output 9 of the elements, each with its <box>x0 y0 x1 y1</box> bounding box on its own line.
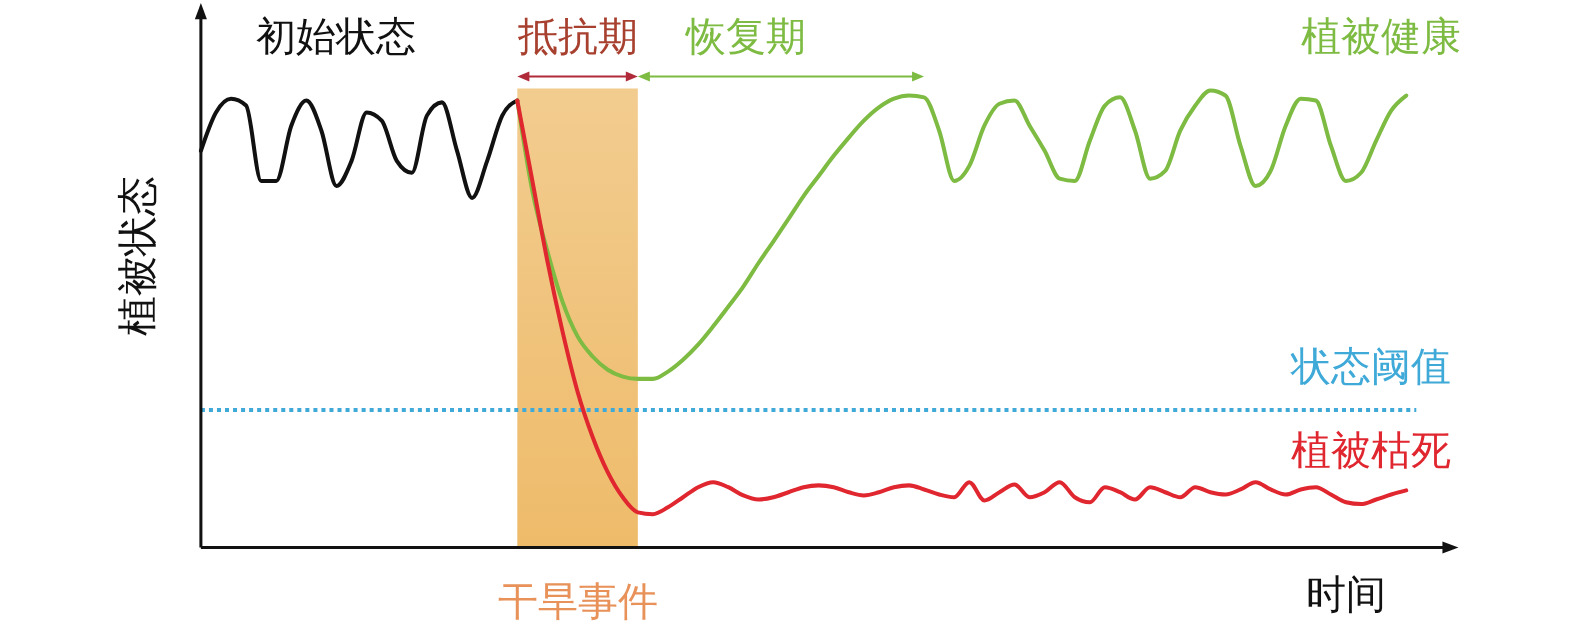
y-axis-title: 植被状态 <box>113 176 160 337</box>
series-label: 植被枯死 <box>1291 427 1452 474</box>
text: 抵抗期 <box>516 13 638 60</box>
ref-line-label: 状态阈值 <box>1290 342 1452 389</box>
text: 恢复期 <box>684 13 807 60</box>
series-label: 植被健康 <box>1301 13 1462 60</box>
x-axis-title: 时间 <box>1305 570 1386 617</box>
legend-label: 初始状态 <box>256 13 417 60</box>
text: 干旱事件 <box>497 577 658 624</box>
